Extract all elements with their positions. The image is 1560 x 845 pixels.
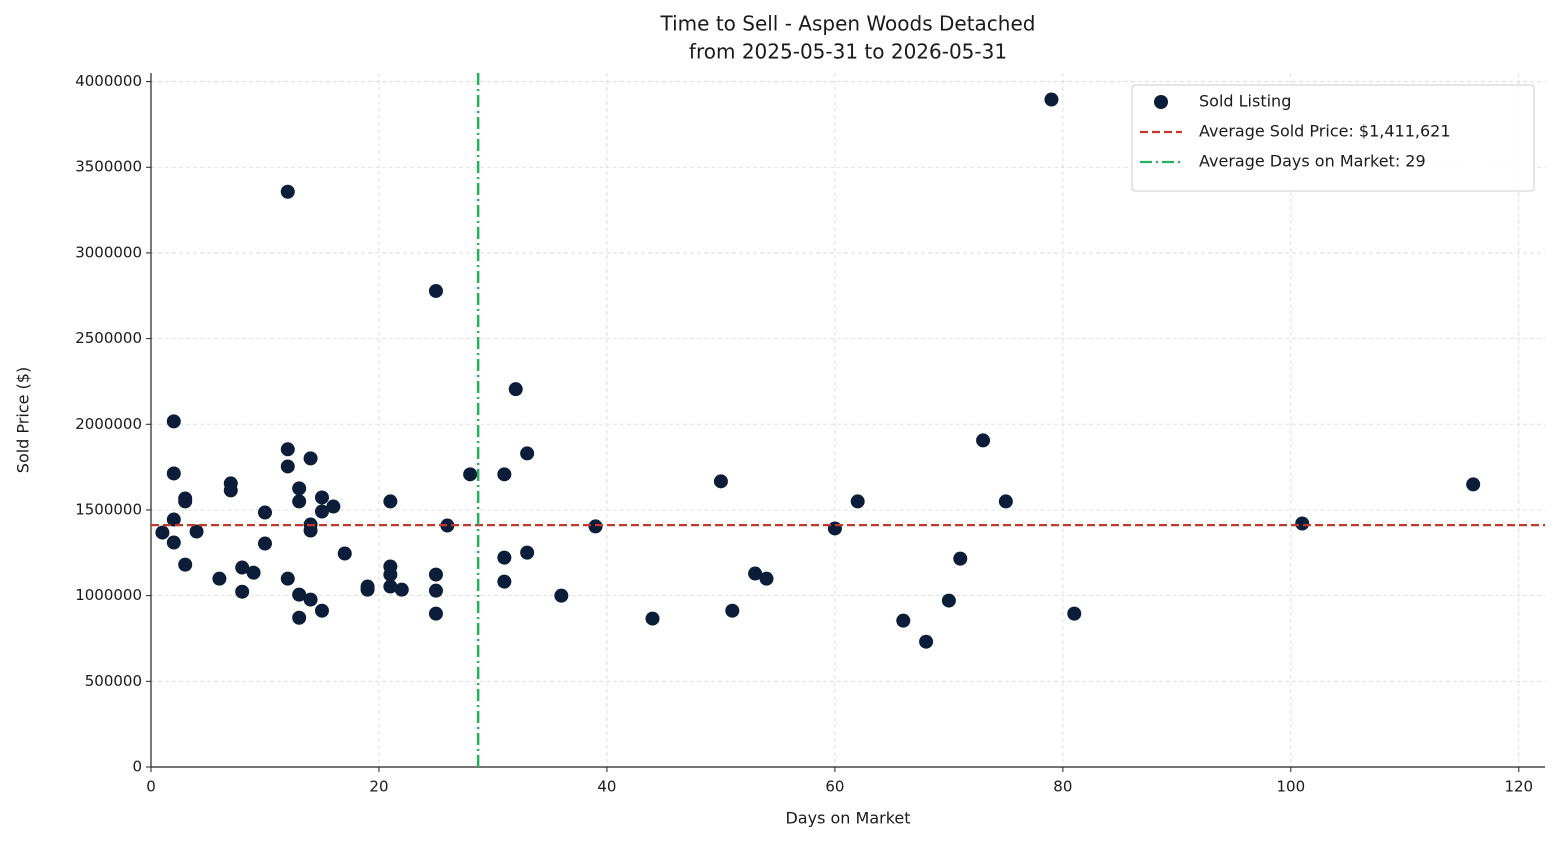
y-axis-label: Sold Price ($) [14, 367, 33, 473]
point [645, 611, 660, 626]
point [440, 518, 455, 533]
point [212, 571, 227, 586]
point [280, 442, 295, 457]
point [314, 504, 329, 519]
legend-label: Average Sold Price: $1,411,621 [1199, 122, 1451, 141]
point [383, 494, 398, 509]
point [326, 499, 341, 514]
point [166, 535, 181, 550]
y-tick-label: 500000 [85, 672, 142, 690]
x-tick-label: 40 [597, 778, 616, 796]
point [520, 446, 535, 461]
point [998, 494, 1013, 509]
y-tick-label: 1000000 [75, 586, 142, 604]
legend-label: Average Days on Market: 29 [1199, 152, 1426, 171]
point [280, 459, 295, 474]
point [497, 574, 512, 589]
point [235, 560, 250, 575]
point [463, 467, 478, 482]
point [588, 519, 603, 534]
chart-title: Time to Sell - Aspen Woods Detached [660, 12, 1036, 36]
point [1295, 516, 1310, 531]
point [303, 592, 318, 607]
point [748, 566, 763, 581]
point [428, 583, 443, 598]
point [292, 481, 307, 496]
point [314, 490, 329, 505]
point [292, 610, 307, 625]
point [280, 184, 295, 199]
point [178, 557, 193, 572]
point [166, 512, 181, 527]
y-tick-label: 1500000 [75, 500, 142, 518]
point [337, 546, 352, 561]
x-axis-label: Days on Market [785, 809, 910, 828]
legend: Sold Listing Average Sold Price: $1,411,6… [1131, 84, 1535, 192]
y-tick-label: 0 [132, 758, 142, 776]
point [292, 494, 307, 509]
point [827, 521, 842, 536]
point [428, 283, 443, 298]
point [155, 525, 170, 540]
legend-marker [1154, 95, 1168, 109]
x-tick-label: 100 [1276, 778, 1305, 796]
point [257, 536, 272, 551]
point [554, 588, 569, 603]
point [303, 523, 318, 538]
point [520, 545, 535, 560]
point [303, 451, 318, 466]
point [235, 584, 250, 599]
y-tick-label: 3000000 [75, 243, 142, 261]
point [383, 567, 398, 582]
y-tick-label: 2500000 [75, 329, 142, 347]
x-tick-label: 80 [1053, 778, 1072, 796]
legend-label: Sold Listing [1199, 92, 1291, 111]
point [713, 474, 728, 489]
point [166, 414, 181, 429]
point [1067, 606, 1082, 621]
point [280, 571, 295, 586]
point [1044, 92, 1059, 107]
point [919, 634, 934, 649]
x-tick-label: 0 [146, 778, 156, 796]
chart-subtitle: from 2025-05-31 to 2026-05-31 [689, 40, 1007, 64]
point [497, 467, 512, 482]
point [976, 433, 991, 448]
point [223, 483, 238, 498]
point [383, 579, 398, 594]
point [246, 565, 261, 580]
legend-box [1131, 84, 1535, 192]
point [497, 550, 512, 565]
y-tick-label: 4000000 [75, 72, 142, 90]
point [850, 494, 865, 509]
point [166, 466, 181, 481]
point [292, 587, 307, 602]
point [953, 551, 968, 566]
point [189, 524, 204, 539]
point [508, 382, 523, 397]
point [941, 593, 956, 608]
y-tick-label: 3500000 [75, 158, 142, 176]
x-tick-label: 60 [825, 778, 844, 796]
point [428, 567, 443, 582]
x-tick-label: 120 [1504, 778, 1533, 796]
point [428, 606, 443, 621]
point [178, 494, 193, 509]
point [1466, 477, 1481, 492]
point [759, 571, 774, 586]
point [725, 603, 740, 618]
point [360, 582, 375, 597]
point [896, 613, 911, 628]
point [257, 505, 272, 520]
x-tick-label: 20 [369, 778, 388, 796]
y-tick-label: 2000000 [75, 415, 142, 433]
point [394, 582, 409, 597]
point [314, 603, 329, 618]
